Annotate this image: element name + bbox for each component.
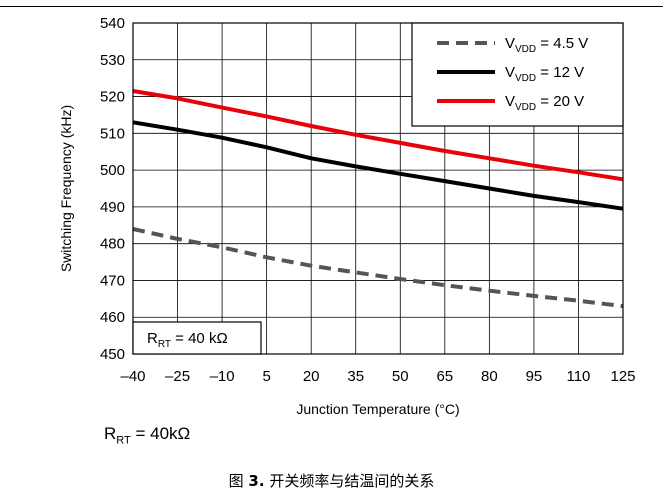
legend-label: VVDD = 4.5 V bbox=[505, 35, 588, 55]
y-tick-label: 460 bbox=[100, 309, 125, 326]
y-tick-label: 470 bbox=[100, 272, 125, 289]
rt-note-main: R bbox=[104, 424, 117, 443]
legend-box bbox=[411, 22, 624, 127]
y-tick-label: 510 bbox=[100, 125, 125, 142]
plot-frame bbox=[132, 22, 624, 355]
series-layer bbox=[132, 89, 624, 309]
legend-label: VVDD = 12 V bbox=[505, 64, 584, 84]
legend: VVDD = 4.5 V VVDD = 12 V VVDD = 20 V bbox=[411, 22, 624, 127]
series-line-2 bbox=[132, 120, 624, 211]
x-tick-label: 80 bbox=[481, 368, 498, 385]
series-line-3 bbox=[132, 89, 624, 182]
y-tick-label: 490 bbox=[100, 199, 125, 216]
x-tick-label: 125 bbox=[610, 368, 635, 385]
x-tick-label: –40 bbox=[120, 368, 145, 385]
x-tick-labels: –40 –25 –10 5 20 35 50 65 80 95 110 125 bbox=[120, 368, 635, 385]
caption-number: 3. bbox=[248, 472, 265, 490]
y-tick-label: 500 bbox=[100, 162, 125, 179]
caption-text: 开关频率与结温间的关系 bbox=[264, 472, 435, 490]
x-axis-label: Junction Temperature (°C) bbox=[296, 401, 459, 417]
x-tick-label: 5 bbox=[262, 368, 270, 385]
annotation-box: RRT = 40 kΩ bbox=[132, 321, 262, 355]
annotation-text: RRT = 40 kΩ bbox=[147, 330, 228, 350]
y-tick-labels: 450 460 470 480 490 500 510 520 530 540 bbox=[100, 15, 125, 363]
x-tick-label: 110 bbox=[566, 368, 590, 385]
y-tick-label: 530 bbox=[100, 52, 125, 69]
x-tick-label: 95 bbox=[526, 368, 543, 385]
y-axis-label: Switching Frequency (kHz) bbox=[58, 105, 74, 272]
y-tick-label: 450 bbox=[100, 346, 125, 363]
annotation-frame bbox=[132, 321, 262, 355]
x-tick-label: –10 bbox=[210, 368, 235, 385]
x-tick-label: 65 bbox=[436, 368, 453, 385]
x-tick-label: 20 bbox=[303, 368, 320, 385]
x-tick-label: 50 bbox=[392, 368, 409, 385]
y-tick-label: 540 bbox=[100, 15, 125, 32]
y-tick-label: 480 bbox=[100, 236, 125, 253]
legend-label: VVDD = 20 V bbox=[505, 93, 584, 113]
rt-note-sub: RT bbox=[116, 434, 131, 447]
series-line-1 bbox=[132, 227, 624, 309]
caption-prefix: 图 bbox=[228, 472, 249, 490]
x-tick-label: 35 bbox=[347, 368, 364, 385]
rt-note-rest: = 40kΩ bbox=[130, 424, 191, 443]
x-tick-label: –25 bbox=[165, 368, 190, 385]
figure-caption: 图 3. 开关频率与结温间的关系 bbox=[0, 470, 663, 491]
rt-note: RRT = 40kΩ bbox=[104, 424, 190, 446]
y-tick-label: 520 bbox=[100, 89, 125, 106]
top-rule bbox=[0, 6, 663, 7]
